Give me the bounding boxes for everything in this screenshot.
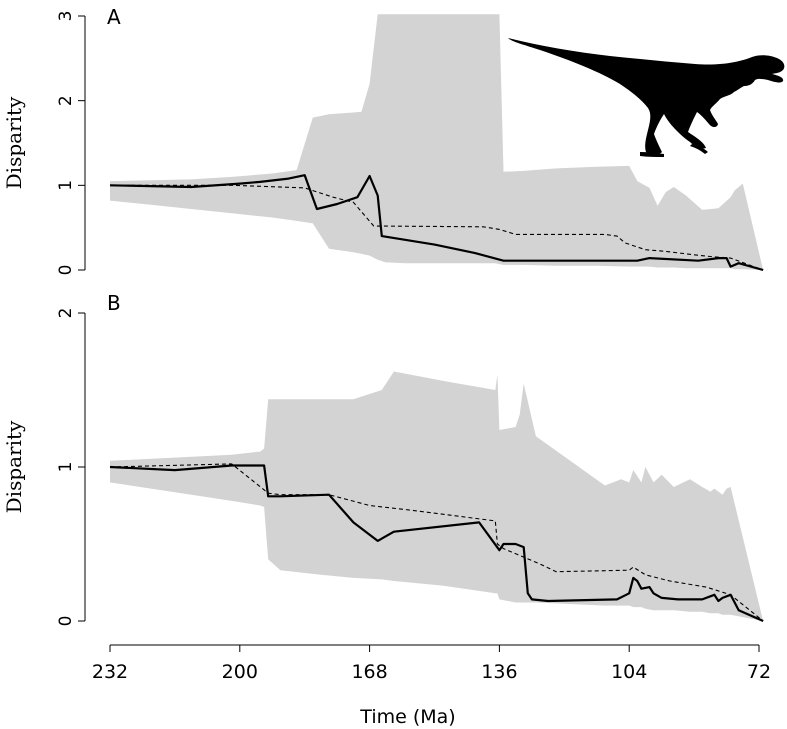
x-tick-label: 136: [481, 661, 517, 683]
confidence-band-area: [110, 371, 764, 621]
x-axis: 232 200 168 136 104 72: [92, 644, 771, 683]
panel-b-y-axis: 0 1 2: [56, 308, 86, 627]
panel-a-letter: A: [107, 5, 121, 29]
y-tick-label: 1: [56, 462, 76, 473]
confidence-band-area: [110, 14, 764, 270]
expected-disparity-line: [109, 463, 764, 622]
x-tick-label: 104: [611, 661, 647, 683]
tyrannosaur-silhouette-icon: [508, 38, 785, 157]
x-axis-label: Time (Ma): [359, 706, 455, 728]
panel-b-letter: B: [107, 291, 121, 315]
panel-a-y-axis-label: Disparity: [2, 96, 26, 189]
panel-a-plot-area: [109, 14, 764, 272]
panel-b: 0 1 2 B Disparity: [2, 291, 764, 627]
y-tick-label: 2: [56, 95, 76, 106]
y-tick-label: 0: [56, 265, 76, 276]
y-tick-label: 2: [56, 308, 76, 319]
x-tick-label: 72: [747, 661, 771, 683]
y-tick-label: 0: [56, 616, 76, 627]
panel-a-y-axis: 0 1 2 3: [56, 11, 86, 276]
panel-b-plot-area: [109, 371, 764, 623]
y-tick-label: 3: [56, 11, 76, 22]
x-tick-label: 200: [222, 661, 258, 683]
panel-b-y-axis-label: Disparity: [2, 420, 26, 513]
x-tick-label: 168: [351, 661, 387, 683]
x-tick-label: 232: [92, 661, 128, 683]
observed-disparity-line: [109, 174, 764, 272]
y-tick-label: 1: [56, 180, 76, 191]
expected-disparity-line: [110, 184, 764, 271]
panel-a: 0 1 2 3 A Disparity: [2, 5, 785, 276]
observed-disparity-line: [109, 464, 764, 623]
